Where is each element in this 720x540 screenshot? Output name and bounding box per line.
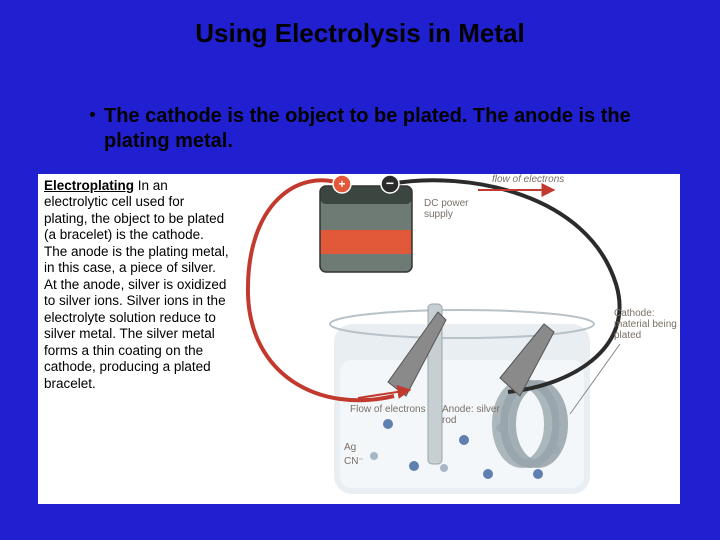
- label-flow-bottom: Flow of electrons: [350, 404, 450, 415]
- label-ag: Ag: [344, 442, 356, 453]
- explanation-paragraph: Electroplating In an electrolytic cell u…: [44, 178, 230, 392]
- label-cathode: Cathode: material being plated: [614, 308, 680, 341]
- svg-text:+: +: [338, 177, 345, 191]
- content-panel: Electroplating In an electrolytic cell u…: [38, 174, 680, 504]
- label-cn: CN⁻: [344, 456, 364, 467]
- terminal-positive: +: [333, 175, 351, 193]
- terminal-negative: −: [381, 175, 399, 193]
- electroplating-diagram: + − DC power supply flow of electrons Ca…: [238, 174, 680, 504]
- battery: [320, 186, 412, 272]
- label-anode: Anode: silver rod: [442, 404, 502, 426]
- svg-text:−: −: [386, 175, 394, 191]
- paragraph-lead: Electroplating: [44, 178, 134, 193]
- label-dc-supply: DC power supply: [424, 198, 484, 220]
- bullet-marker: [90, 112, 95, 117]
- label-flow-top: flow of electrons: [492, 174, 602, 185]
- slide-title: Using Electrolysis in Metal: [0, 18, 720, 49]
- bullet-point: The cathode is the object to be plated. …: [104, 104, 690, 154]
- bullet-text: The cathode is the object to be plated. …: [104, 105, 631, 152]
- paragraph-body: In an electrolytic cell used for plating…: [44, 178, 229, 391]
